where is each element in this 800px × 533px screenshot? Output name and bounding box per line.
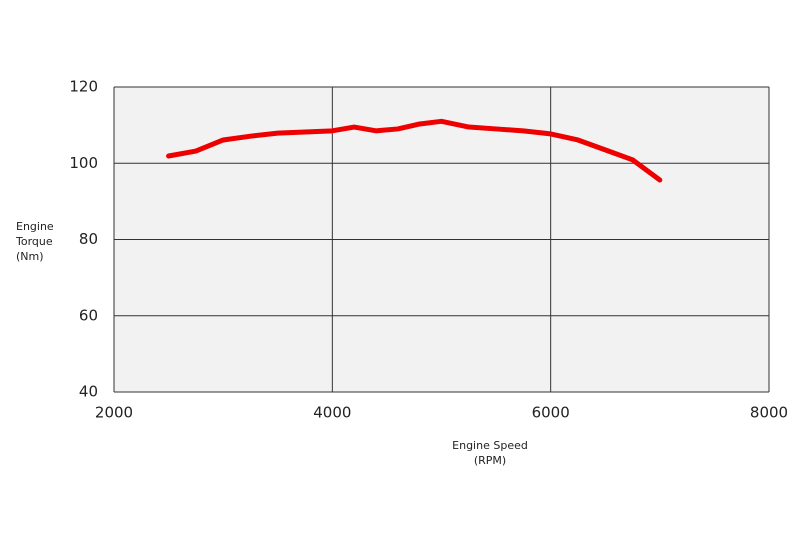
x-axis-label: (RPM) [474, 454, 506, 467]
y-axis-label: (Nm) [16, 250, 44, 263]
y-tick-label: 40 [79, 383, 98, 401]
y-axis-label: Engine [16, 220, 54, 233]
y-axis-label: Torque [15, 235, 53, 248]
x-tick-label: 8000 [750, 404, 788, 422]
x-tick-label: 4000 [313, 404, 351, 422]
x-tick-label: 2000 [95, 404, 133, 422]
y-tick-label: 80 [79, 230, 98, 248]
y-tick-label: 120 [69, 78, 98, 96]
x-axis-label: Engine Speed [452, 439, 528, 452]
line-series [166, 118, 663, 183]
x-tick-label: 6000 [532, 404, 570, 422]
y-tick-label: 60 [79, 306, 98, 324]
y-tick-label: 100 [69, 154, 98, 172]
